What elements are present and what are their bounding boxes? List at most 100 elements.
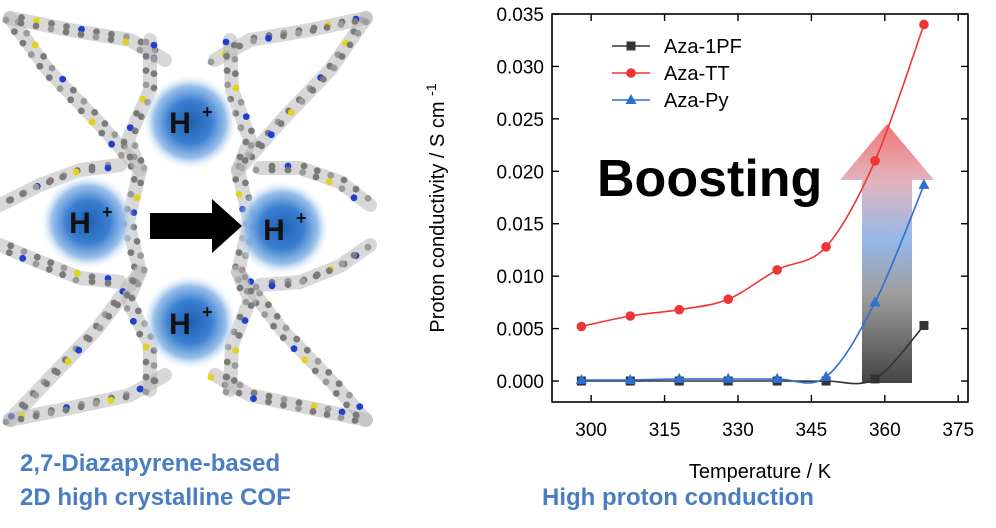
ion-charge: + — [202, 302, 213, 322]
framework-atom — [277, 120, 285, 127]
data-point — [919, 320, 929, 330]
framework-atom — [312, 272, 320, 280]
framework-atom — [265, 398, 272, 406]
y-tick-label: 0.010 — [496, 267, 544, 288]
framework-atom — [133, 194, 141, 202]
boost-arrow — [840, 124, 934, 383]
framework-atom — [108, 30, 115, 38]
framework-atom — [313, 167, 321, 175]
framework-atom — [267, 131, 275, 139]
framework-atom — [130, 317, 137, 325]
y-axis-label-exponent: -1 — [423, 83, 439, 96]
framework-atom — [27, 51, 35, 59]
framework-atom — [290, 345, 298, 353]
data-point — [820, 370, 832, 381]
framework-atom — [268, 282, 276, 290]
framework-atom — [142, 52, 150, 60]
framework-atom — [312, 173, 320, 181]
data-point — [673, 372, 685, 383]
framework-atom — [309, 86, 317, 94]
framework-atom — [350, 194, 358, 202]
framework-atom — [337, 414, 345, 421]
framework-atom — [314, 357, 322, 365]
framework-atom — [45, 265, 53, 273]
framework-atom — [18, 14, 25, 21]
framework-atom — [237, 124, 245, 132]
framework-atom — [236, 153, 244, 161]
framework-atom — [222, 388, 230, 396]
framework-atom — [338, 408, 346, 416]
framework-atom — [130, 176, 138, 183]
framework-atom — [21, 403, 29, 410]
framework-atom — [91, 109, 99, 116]
series-aza-py: Aza-Py — [575, 90, 930, 384]
framework-atom — [80, 97, 88, 105]
framework-atom — [59, 75, 67, 83]
framework-atom — [142, 373, 150, 381]
framework-atom — [356, 403, 364, 410]
framework-atom — [247, 302, 255, 309]
proton-ion-top: H + — [142, 74, 238, 170]
framework-atom — [134, 280, 142, 288]
framework-atom — [252, 166, 260, 174]
framework-atom — [127, 190, 135, 198]
framework-atom — [62, 406, 70, 414]
framework-atom — [32, 391, 40, 399]
framework-atom — [311, 367, 319, 375]
framework-atom — [107, 36, 115, 43]
framework-atom — [232, 84, 240, 92]
data-point — [919, 19, 929, 30]
framework-atom — [88, 278, 96, 285]
framework-atom — [270, 322, 277, 330]
y-tick-label: 0.000 — [496, 372, 544, 393]
data-point — [674, 304, 685, 315]
framework-atom — [20, 248, 28, 255]
framework-atom — [63, 23, 70, 30]
framework-atom — [133, 110, 141, 117]
framework-atom — [127, 249, 135, 256]
framework-atom — [337, 21, 345, 28]
data-point — [870, 374, 880, 384]
series-aza-tt: Aza-TT — [576, 19, 929, 332]
framework-atom — [129, 277, 137, 285]
framework-atom — [351, 18, 359, 25]
data-point — [723, 294, 733, 305]
framework-atom — [69, 86, 77, 94]
data-point — [869, 296, 881, 307]
framework-atom — [142, 358, 150, 366]
framework-atom — [265, 392, 273, 400]
y-tick-label: 0.015 — [496, 215, 544, 236]
framework-atom — [75, 346, 83, 354]
plot-frame — [551, 13, 969, 403]
framework-atom — [2, 16, 10, 24]
framework-atom — [23, 29, 31, 37]
legend-marker — [626, 41, 636, 51]
data-point — [722, 372, 734, 383]
framework-atom — [298, 97, 306, 105]
y-axis-label: Proton conductivity / S cm -1 — [423, 83, 449, 332]
framework-atom — [232, 70, 239, 78]
framework-atom — [98, 129, 106, 137]
framework-atom — [364, 195, 372, 202]
framework-atom — [117, 151, 125, 159]
framework-atom — [136, 385, 144, 393]
framework-atom — [338, 185, 346, 193]
data-point — [576, 321, 587, 332]
framework-atom — [235, 332, 243, 339]
framework-atom — [150, 377, 158, 384]
framework-atom — [48, 64, 56, 72]
framework-atom — [77, 31, 85, 38]
framework-atom — [295, 405, 302, 412]
framework-atom — [32, 22, 40, 30]
framework-atom — [17, 415, 25, 423]
framework-atom — [47, 25, 55, 33]
framework-atom — [96, 324, 104, 332]
framework-atom — [32, 183, 40, 191]
framework-atom — [60, 264, 68, 272]
data-point — [772, 265, 782, 275]
legend-label: Aza-1PF — [664, 36, 742, 58]
framework-atom — [230, 377, 238, 384]
framework-atom — [223, 52, 231, 60]
proton-ion-bottom: H + — [142, 274, 238, 370]
framework-atom — [268, 166, 276, 174]
